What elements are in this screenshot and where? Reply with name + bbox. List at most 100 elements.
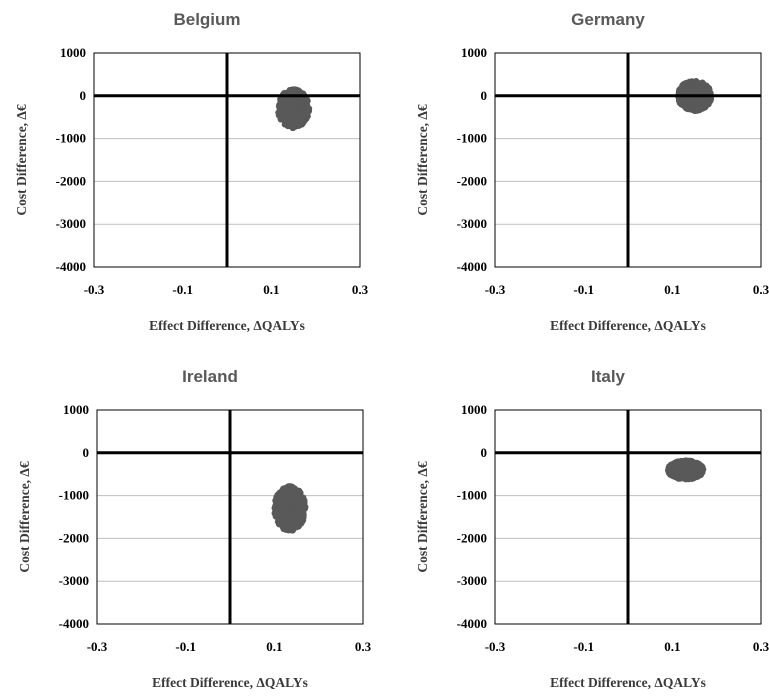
y-tick-label: -1000 <box>457 488 487 503</box>
scatter-point <box>275 504 282 511</box>
x-tick-label: 0.1 <box>664 639 680 654</box>
x-tick-label: 0.3 <box>352 282 369 297</box>
y-tick-label: -3000 <box>59 573 89 588</box>
scatter-point <box>671 467 678 474</box>
y-tick-label: -3000 <box>457 573 487 588</box>
x-tick-label: 0.1 <box>266 639 282 654</box>
scatter-point <box>682 475 689 483</box>
y-tick-label: -4000 <box>56 259 86 274</box>
scatter-point <box>284 526 292 533</box>
scatter-point <box>291 487 298 495</box>
scatter-point <box>690 465 697 472</box>
scatter-point <box>277 490 284 497</box>
scatter-point <box>691 473 698 480</box>
y-tick-label: -2000 <box>457 530 487 545</box>
scatter-point <box>291 117 299 124</box>
x-tick-label: -0.3 <box>87 639 108 654</box>
y-tick-label: -4000 <box>457 616 487 631</box>
y-tick-label: 0 <box>481 88 488 103</box>
y-tick-label: 0 <box>80 88 87 103</box>
chart-title: Italy <box>591 367 626 386</box>
scatter-point <box>704 86 712 93</box>
x-tick-label: 0.3 <box>753 639 769 654</box>
y-tick-label: 1000 <box>461 402 487 417</box>
scatter-point <box>296 499 303 507</box>
scatter-point <box>288 504 296 512</box>
scatter-point <box>680 81 687 88</box>
y-tick-label: -2000 <box>56 173 86 188</box>
scatter-point <box>289 124 297 132</box>
x-tick-label: 0.3 <box>753 282 769 297</box>
y-tick-label: -2000 <box>59 530 89 545</box>
x-tick-label: -0.3 <box>485 639 506 654</box>
scatter-point <box>693 100 701 107</box>
x-tick-label: -0.3 <box>84 282 105 297</box>
scatter-point <box>297 102 304 110</box>
scatter-point <box>283 505 291 513</box>
x-axis-label: Effect Difference, ΔQALYs <box>550 675 706 690</box>
y-tick-label: -4000 <box>457 259 487 274</box>
scatter-point <box>675 458 683 465</box>
chart-title: Ireland <box>182 367 238 386</box>
x-axis-label: Effect Difference, ΔQALYs <box>152 675 308 690</box>
y-tick-label: -2000 <box>457 173 487 188</box>
x-tick-labels: -0.3 -0.1 0.1 0.3 <box>84 282 369 297</box>
scatter-point <box>283 520 291 527</box>
scatter-point <box>681 102 688 110</box>
scatter-point <box>698 466 705 473</box>
scatter-point <box>285 117 292 125</box>
scatter-point <box>295 487 303 495</box>
y-axis-label: Cost Difference, Δ€ <box>415 461 430 573</box>
x-tick-label: -0.1 <box>172 282 193 297</box>
scatter-point <box>688 96 695 104</box>
scatter-point <box>301 113 308 120</box>
y-tick-label: -1000 <box>457 131 487 146</box>
data-points <box>665 457 707 483</box>
data-points <box>271 483 309 534</box>
scatter-point <box>699 89 706 96</box>
scatter-point <box>295 514 303 521</box>
scatter-point <box>685 88 693 95</box>
axes <box>494 409 762 625</box>
y-tick-label: -3000 <box>457 216 487 231</box>
data-points <box>275 86 313 132</box>
scatter-point <box>299 494 307 501</box>
axes <box>96 409 364 625</box>
y-tick-label: 0 <box>481 445 488 460</box>
scatter-point <box>694 83 701 91</box>
scatter-point <box>303 101 310 108</box>
scatter-point <box>279 523 286 531</box>
scatter-point <box>702 101 709 109</box>
scatter-point <box>277 108 284 116</box>
x-tick-label: 0.1 <box>263 282 279 297</box>
x-tick-label: 0.1 <box>664 282 680 297</box>
axes <box>93 52 361 268</box>
y-axis-label: Cost Difference, Δ€ <box>14 104 29 216</box>
chart-panel-italy: Italy 1000 0 -1000 -2000 -3000 -4000 -0.3 -0.1… <box>415 367 769 690</box>
y-tick-labels: 1000 0 -1000 -2000 -3000 -4000 <box>59 402 89 631</box>
scatter-point <box>687 104 694 111</box>
y-tick-label: -1000 <box>59 488 89 503</box>
x-tick-label: 0.3 <box>355 639 372 654</box>
chart-title: Germany <box>571 10 645 29</box>
scatter-point <box>298 506 306 513</box>
y-tick-label: -1000 <box>56 131 86 146</box>
x-tick-labels: -0.3 -0.1 0.1 0.3 <box>485 282 769 297</box>
y-tick-label: 1000 <box>60 45 86 60</box>
scatter-point <box>290 108 298 115</box>
scatter-point <box>275 495 282 503</box>
scatter-point <box>294 519 301 527</box>
x-tick-labels: -0.3 -0.1 0.1 0.3 <box>485 639 769 654</box>
y-tick-labels: 1000 0 -1000 -2000 -3000 -4000 <box>56 45 86 274</box>
x-axis-label: Effect Difference, ΔQALYs <box>550 318 706 333</box>
y-tick-label: -4000 <box>59 616 89 631</box>
x-axis-label: Effect Difference, ΔQALYs <box>149 318 305 333</box>
scatter-point <box>688 80 695 87</box>
scatter-point <box>665 467 672 474</box>
y-tick-label: 0 <box>83 445 90 460</box>
scatter-point <box>277 96 284 103</box>
